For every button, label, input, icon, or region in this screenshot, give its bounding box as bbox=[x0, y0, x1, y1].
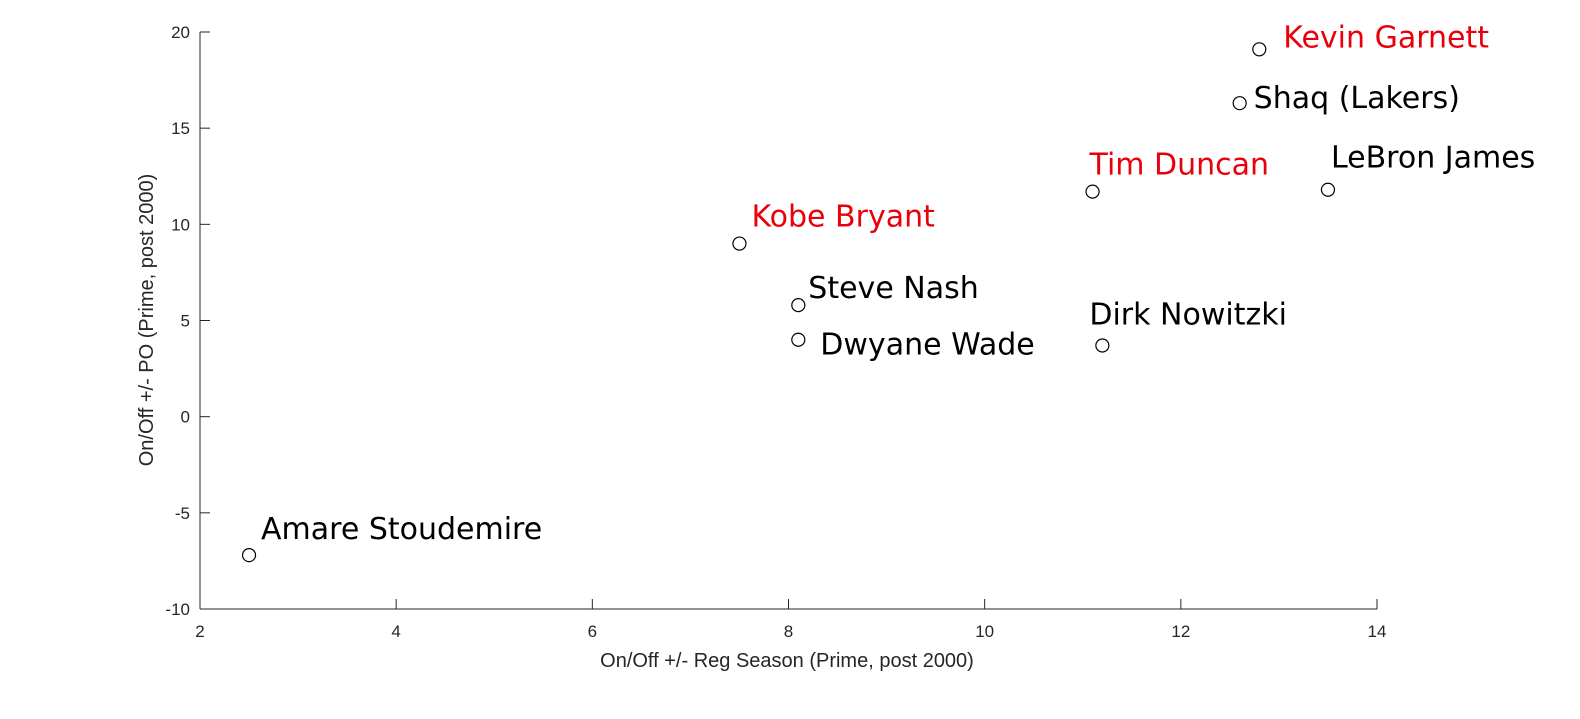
x-tick-label: 10 bbox=[975, 622, 994, 641]
data-point bbox=[1232, 96, 1247, 111]
y-tick-label: 10 bbox=[171, 215, 190, 234]
point-label: Amare Stoudemire bbox=[261, 512, 542, 547]
data-point bbox=[791, 332, 806, 347]
point-label: Kobe Bryant bbox=[751, 200, 935, 235]
data-point bbox=[732, 236, 747, 251]
y-axis-ticks: -10 -5 0 5 10 15 20 bbox=[165, 23, 210, 619]
y-tick-label: 5 bbox=[181, 312, 190, 331]
point-label: Dirk Nowitzki bbox=[1089, 298, 1287, 333]
x-tick-label: 4 bbox=[391, 622, 400, 641]
point-label: Dwyane Wade bbox=[820, 328, 1034, 363]
data-point bbox=[241, 548, 257, 563]
x-tick-label: 14 bbox=[1368, 622, 1387, 641]
point-label: Shaq (Lakers) bbox=[1254, 81, 1460, 116]
point-label: Tim Duncan bbox=[1089, 148, 1270, 183]
x-axis-title: On/Off +/- Reg Season (Prime, post 2000) bbox=[600, 650, 974, 672]
data-point bbox=[1085, 184, 1100, 199]
y-axis-title: On/Off +/- PO (Prime, post 2000) bbox=[136, 174, 158, 467]
y-tick-label: 15 bbox=[171, 119, 190, 138]
point-label: Steve Nash bbox=[808, 271, 978, 306]
x-axis-ticks: 2 4 6 8 10 12 14 bbox=[195, 599, 1386, 641]
data-point bbox=[1320, 182, 1336, 197]
y-tick-label: 20 bbox=[171, 23, 190, 42]
data-points bbox=[241, 42, 1336, 563]
y-tick-label: -10 bbox=[165, 600, 190, 619]
x-tick-label: 12 bbox=[1171, 622, 1190, 641]
y-tick-label: 0 bbox=[181, 408, 190, 427]
x-tick-label: 8 bbox=[784, 622, 793, 641]
data-point bbox=[1095, 338, 1110, 353]
data-point bbox=[1252, 42, 1267, 57]
data-point bbox=[791, 298, 806, 313]
point-labels: Kevin Garnett Shaq (Lakers) Tim Duncan LeBr… bbox=[261, 20, 1535, 547]
point-label: Kevin Garnett bbox=[1283, 20, 1489, 55]
point-label: LeBron James bbox=[1331, 141, 1535, 176]
x-tick-label: 6 bbox=[588, 622, 597, 641]
x-tick-label: 2 bbox=[195, 622, 204, 641]
y-tick-label: -5 bbox=[175, 504, 190, 523]
